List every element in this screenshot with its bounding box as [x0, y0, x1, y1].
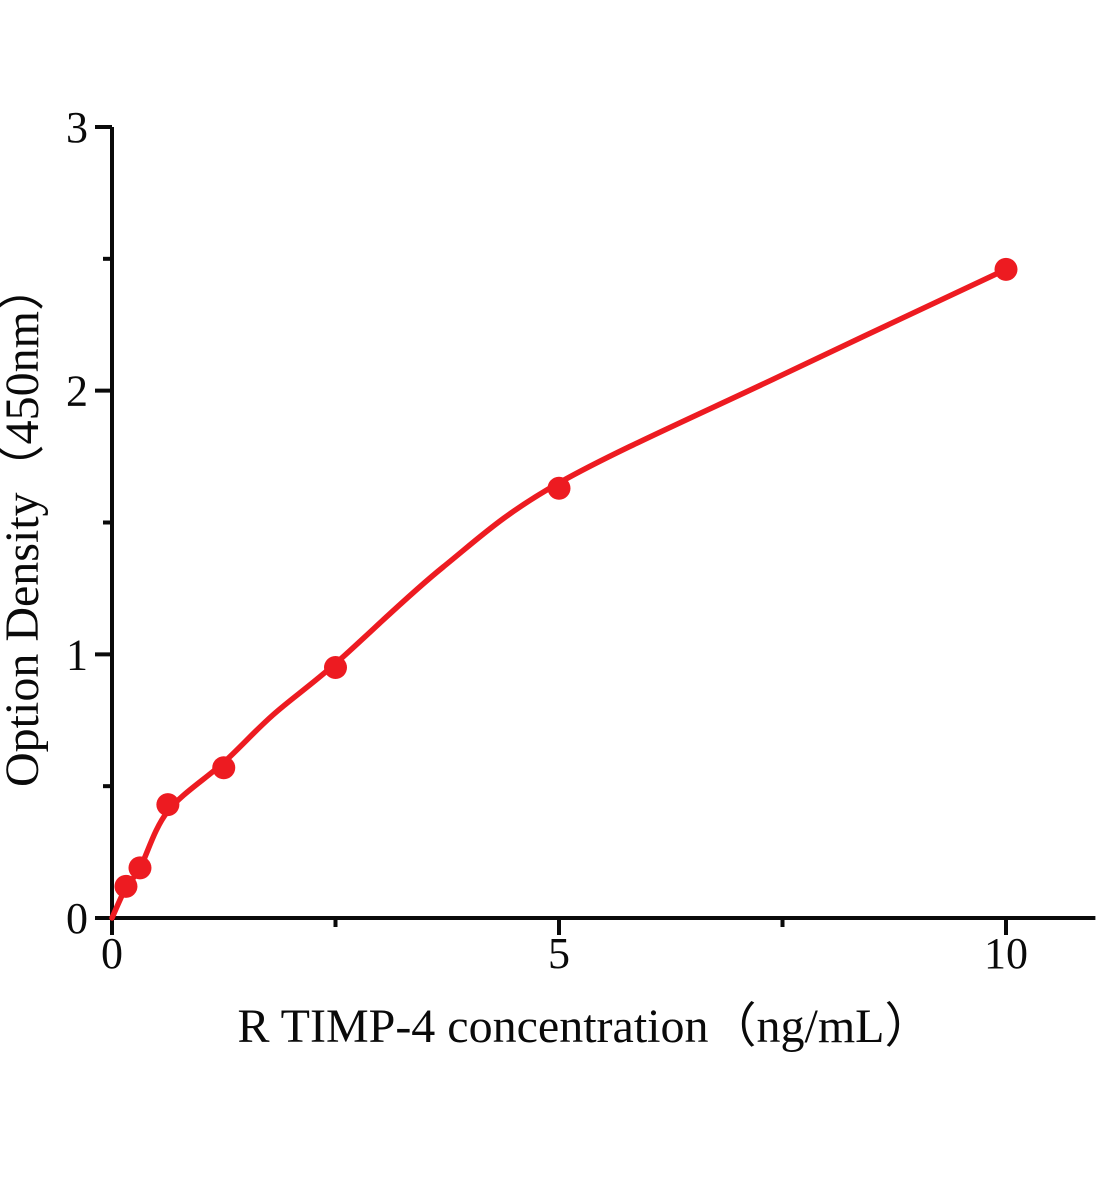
x-tick-label: 10 — [984, 929, 1028, 978]
data-point — [128, 856, 152, 880]
axis-lines — [110, 126, 1096, 920]
y-tick-label: 0 — [66, 894, 88, 943]
y-axis-label: Option Density（450nm） — [0, 263, 49, 787]
y-tick-label: 2 — [66, 367, 88, 416]
data-point — [547, 476, 571, 500]
y-tick-label: 3 — [66, 103, 88, 152]
x-tick-label: 5 — [548, 929, 570, 978]
x-axis-label: R TIMP-4 concentration（ng/mL） — [237, 1000, 932, 1053]
data-point — [994, 257, 1018, 281]
data-point — [156, 793, 180, 817]
fit-curve-line — [109, 266, 1009, 921]
axes-layer: 0 5 10 0 1 2 3 — [66, 103, 1096, 978]
data-point — [324, 656, 347, 680]
y-tick-label: 1 — [66, 630, 88, 679]
data-point — [114, 874, 138, 898]
plot-layer — [109, 257, 1018, 921]
x-tick-label: 0 — [101, 929, 123, 978]
data-point — [212, 756, 236, 780]
